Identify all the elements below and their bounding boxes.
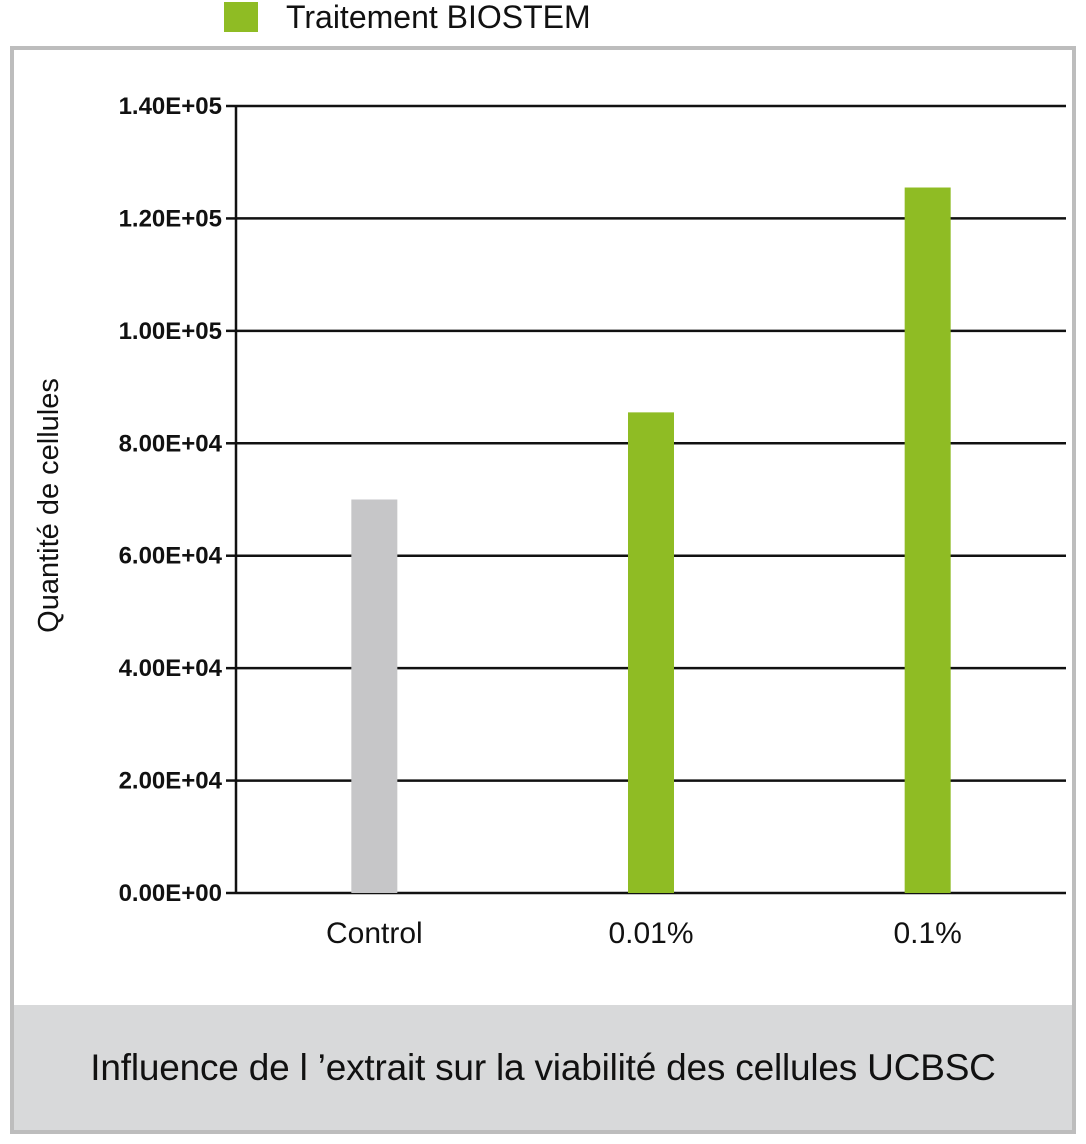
y-tick-label: 0.00E+00: [119, 880, 222, 907]
legend-label: Traitement BIOSTEM: [286, 0, 591, 35]
x-tick-label: 0.01%: [608, 917, 693, 950]
y-tick-label: 4.00E+04: [119, 655, 223, 682]
chart-caption: Influence de l ’extrait sur la viabilité…: [90, 1046, 996, 1088]
bar: [628, 412, 674, 893]
y-tick-label: 2.00E+04: [119, 768, 223, 795]
chart-frame: 0.00E+00 2.00E+04 4.00E+04 6.00E+04 8.00E+04…: [10, 46, 1076, 1134]
legend-swatch: [224, 2, 258, 32]
y-tick-label: 6.00E+04: [119, 543, 223, 570]
y-tick-label: 1.40E+05: [119, 93, 222, 120]
legend: Traitement BIOSTEM: [224, 0, 591, 35]
bar: [904, 187, 951, 893]
y-tick-label: 1.00E+05: [119, 318, 222, 345]
caption-band: Influence de l ’extrait sur la viabilité…: [14, 1005, 1072, 1130]
bar: [351, 499, 398, 893]
x-tick-label: Control: [326, 917, 423, 950]
y-tick-label: 1.20E+05: [119, 205, 222, 232]
y-tick-label: 8.00E+04: [119, 430, 223, 457]
y-axis-label: Quantité de cellules: [33, 378, 65, 633]
x-tick-label: 0.1%: [893, 917, 961, 950]
bar-chart: 0.00E+00 2.00E+04 4.00E+04 6.00E+04 8.00E+04…: [33, 93, 1066, 950]
